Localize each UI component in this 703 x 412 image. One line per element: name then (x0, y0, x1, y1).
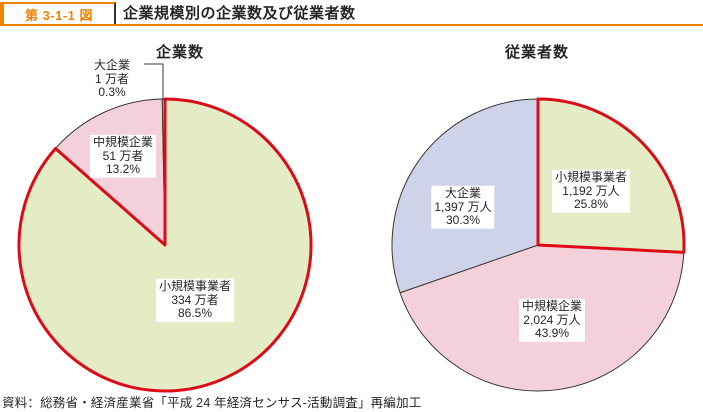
pie-label-line: 小規模事業者 (158, 278, 232, 293)
figure-number-tab: 第 3-1-1 図 (0, 2, 116, 25)
pie-label-line: 13.2% (105, 161, 141, 176)
pie-label-line: 43.9% (534, 325, 570, 340)
figure-number-label: 第 3-1-1 図 (24, 8, 94, 23)
pie-label-line: 25.8% (573, 196, 609, 211)
pie-label-line: 1,192 万人 (562, 183, 620, 198)
pie-label-line: 中規模企業 (521, 298, 583, 313)
pie-label-line: 大企業 (93, 57, 131, 72)
pie-0-label-1: 中規模企業 51 万者 13.2% (89, 134, 157, 178)
right-chart-title: 従業者数 (504, 44, 570, 61)
pie-1-highlight-outline (536, 97, 686, 254)
pie-label-line: 2,024 万人 (523, 312, 581, 327)
pie-1-label-1: 中規模企業 2,024 万人 43.9% (518, 298, 586, 342)
left-chart-title: 企業数 (155, 44, 205, 61)
pie-0-label-0: 小規模事業者 334 万者 86.5% (155, 278, 235, 322)
pie-label-line: 86.5% (177, 305, 213, 320)
pie-label-line: 1 万者 (94, 71, 130, 86)
pie-label-line: 30.3% (445, 212, 481, 227)
pie-0-callout-leader-line (144, 63, 164, 100)
figure-title: 企業規模別の企業数及び従業者数 (123, 5, 356, 22)
pie-label-line: 51 万者 (102, 148, 144, 163)
pie-label-line: 小規模事業者 (554, 169, 628, 184)
pie-1-label-2: 大企業 1,397 万人 30.3% (431, 185, 495, 229)
source-note: 資料：総務省・経済産業省「平成 24 年経済センサス-活動調査」再編加工 (2, 396, 422, 410)
pie-label-line: 1,397 万人 (434, 199, 492, 214)
pie-0-highlight-outline (17, 97, 313, 393)
pie-1-label-0: 小規模事業者 1,192 万人 25.8% (551, 169, 631, 213)
pie-label-line: 大企業 (444, 185, 481, 200)
pie-label-line: 0.3% (98, 84, 126, 99)
header-rule (0, 24, 703, 26)
pie-label-line: 中規模企業 (92, 134, 154, 149)
pie-0-label-2: 大企業 1 万者 0.3% (90, 57, 134, 101)
pie-label-line: 334 万者 (171, 292, 219, 307)
